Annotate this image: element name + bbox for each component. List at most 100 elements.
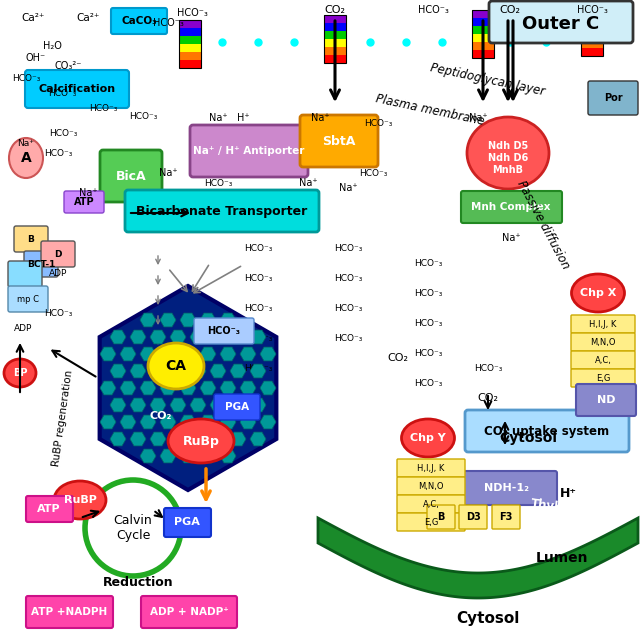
Polygon shape — [170, 398, 186, 412]
Text: Na⁺ / H⁺ Antiporter: Na⁺ / H⁺ Antiporter — [193, 146, 305, 156]
Text: PGA: PGA — [225, 402, 249, 412]
FancyBboxPatch shape — [588, 81, 638, 115]
Text: Thylakoid: Thylakoid — [529, 497, 595, 519]
Text: CO₂: CO₂ — [387, 353, 408, 363]
Bar — [179, 44, 201, 52]
Polygon shape — [250, 364, 266, 378]
Text: HCO⁻₃: HCO⁻₃ — [334, 303, 362, 312]
Text: A,C,: A,C, — [595, 355, 611, 365]
Bar — [472, 42, 494, 50]
Polygon shape — [160, 347, 176, 361]
Text: HCO⁻₃: HCO⁻₃ — [414, 378, 442, 387]
Text: Passive diffusion: Passive diffusion — [514, 179, 572, 271]
Text: CO₂: CO₂ — [150, 411, 172, 421]
Text: Plasma membrane: Plasma membrane — [374, 92, 486, 128]
Text: F3: F3 — [499, 512, 513, 522]
Text: H⁺: H⁺ — [237, 113, 250, 123]
Polygon shape — [170, 330, 186, 344]
Bar — [581, 8, 603, 56]
Text: HCO⁻₃: HCO⁻₃ — [414, 259, 442, 268]
Polygon shape — [140, 449, 156, 463]
Polygon shape — [110, 398, 126, 412]
Text: Na⁺: Na⁺ — [79, 188, 97, 198]
Text: A: A — [20, 151, 31, 165]
Bar — [581, 48, 603, 56]
FancyBboxPatch shape — [14, 226, 48, 252]
Polygon shape — [318, 518, 638, 598]
Text: Ca²⁺: Ca²⁺ — [21, 13, 45, 23]
Text: E,G: E,G — [596, 374, 610, 383]
Ellipse shape — [4, 359, 36, 387]
Polygon shape — [200, 313, 216, 327]
Text: RuBp: RuBp — [182, 435, 220, 447]
Polygon shape — [180, 415, 196, 429]
Polygon shape — [220, 449, 236, 463]
Text: HCO⁻₃: HCO⁻₃ — [334, 243, 362, 253]
Text: Chp X: Chp X — [580, 288, 616, 298]
Bar — [324, 15, 346, 23]
Bar — [324, 31, 346, 39]
Polygon shape — [160, 449, 176, 463]
Text: Cytosol: Cytosol — [499, 431, 557, 445]
Text: Peptidoglycan layer: Peptidoglycan layer — [429, 61, 547, 99]
Text: M,N,O: M,N,O — [590, 337, 616, 346]
Polygon shape — [210, 364, 226, 378]
Text: Bicarbonate Transporter: Bicarbonate Transporter — [136, 205, 308, 218]
Polygon shape — [180, 313, 196, 327]
Text: HCO⁻₃: HCO⁻₃ — [152, 18, 184, 28]
Text: HCO⁻₃: HCO⁻₃ — [577, 5, 607, 15]
Text: HCO⁻₃: HCO⁻₃ — [244, 273, 272, 282]
FancyBboxPatch shape — [461, 191, 562, 223]
Text: BP: BP — [13, 368, 28, 378]
Text: Calvin
Cycle: Calvin Cycle — [114, 514, 152, 542]
FancyBboxPatch shape — [489, 1, 633, 43]
Text: Ndh D5: Ndh D5 — [488, 141, 528, 151]
Text: HCO⁻₃: HCO⁻₃ — [49, 129, 77, 138]
Bar — [581, 16, 603, 24]
Text: ND: ND — [596, 395, 615, 405]
Text: CO₂: CO₂ — [477, 393, 499, 403]
FancyBboxPatch shape — [64, 191, 104, 213]
Text: A,C,: A,C, — [422, 499, 440, 509]
FancyBboxPatch shape — [24, 251, 58, 277]
Text: RuBP regeneration: RuBP regeneration — [51, 369, 75, 467]
Polygon shape — [110, 330, 126, 344]
Text: CO₃²⁻: CO₃²⁻ — [54, 61, 82, 71]
Polygon shape — [260, 415, 276, 429]
Text: Na⁺: Na⁺ — [502, 233, 520, 243]
Polygon shape — [160, 313, 176, 327]
Polygon shape — [110, 364, 126, 378]
Bar — [179, 60, 201, 68]
Text: HCO⁻₃: HCO⁻₃ — [44, 308, 72, 317]
FancyBboxPatch shape — [459, 505, 487, 529]
Bar — [472, 10, 494, 18]
Polygon shape — [240, 381, 256, 395]
Bar — [324, 23, 346, 31]
Text: HCO⁻₃: HCO⁻₃ — [244, 303, 272, 312]
FancyBboxPatch shape — [25, 70, 129, 108]
Text: Na⁺: Na⁺ — [299, 178, 317, 188]
Text: HCO⁻₃: HCO⁻₃ — [359, 168, 387, 177]
Bar — [472, 34, 494, 42]
FancyBboxPatch shape — [427, 505, 455, 529]
Polygon shape — [220, 347, 236, 361]
Text: M,N,O: M,N,O — [419, 481, 444, 490]
Text: Ca²⁺: Ca²⁺ — [76, 13, 100, 23]
Text: Calcification: Calcification — [38, 84, 116, 94]
FancyBboxPatch shape — [571, 333, 635, 351]
Polygon shape — [200, 381, 216, 395]
Polygon shape — [140, 415, 156, 429]
Polygon shape — [180, 381, 196, 395]
Text: BicA: BicA — [116, 170, 147, 182]
Text: HCO⁻₃: HCO⁻₃ — [364, 118, 392, 127]
Bar — [179, 36, 201, 44]
Polygon shape — [250, 398, 266, 412]
Polygon shape — [190, 398, 206, 412]
Polygon shape — [190, 330, 206, 344]
Text: SbtA: SbtA — [323, 134, 356, 147]
Text: Na⁺: Na⁺ — [310, 113, 330, 123]
Polygon shape — [130, 364, 146, 378]
Ellipse shape — [148, 343, 204, 389]
Text: ATP +NADPH: ATP +NADPH — [31, 607, 107, 617]
Polygon shape — [100, 381, 116, 395]
